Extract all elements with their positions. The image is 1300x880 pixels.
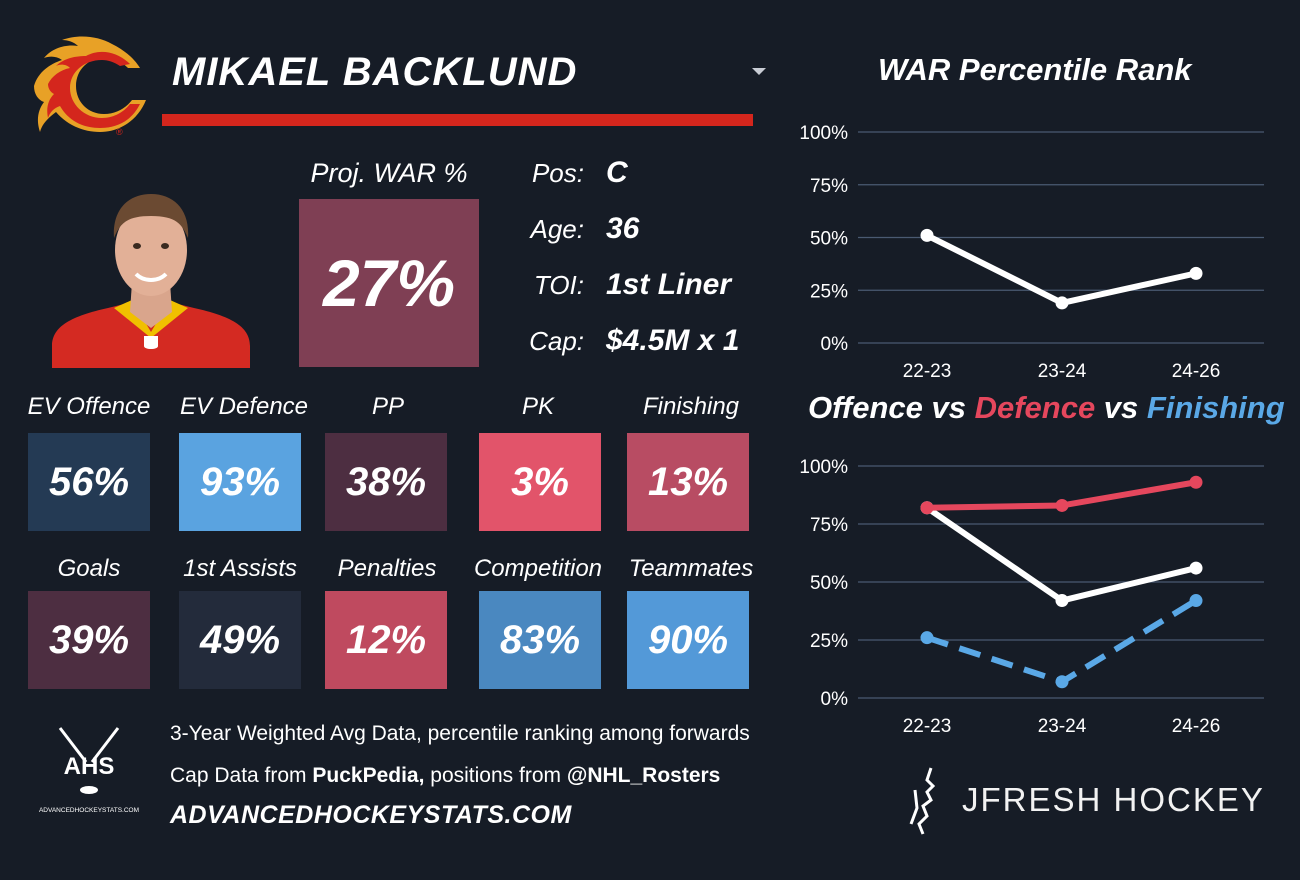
stat-value-teammates: 90% — [647, 617, 729, 662]
stat-label-penalties: Penalties — [337, 555, 437, 582]
chart-1-series-line-0 — [925, 232, 1197, 306]
proj-war-value: 27% — [322, 246, 456, 320]
chart-1-y-tick-label: 100% — [799, 123, 848, 144]
stat-label-competition: Competition — [473, 555, 603, 582]
stat-value-competition: 83% — [499, 617, 581, 662]
puckpedia-link[interactable]: PuckPedia, — [312, 764, 425, 787]
player-name: MIKAEL BACKLUND — [172, 50, 578, 94]
stat-box-pp: 38% — [325, 433, 447, 531]
chart-2-title-defence: Defence — [974, 390, 1096, 425]
chart-1-x-tick-label: 23-24 — [1038, 361, 1087, 382]
jfresh-hockey-text: JFRESH HOCKEY — [962, 781, 1265, 818]
stat-label-goals: Goals — [57, 555, 121, 582]
footer-line-2-mid: positions from — [424, 764, 567, 787]
chart-1-y-tick-label: 50% — [810, 229, 848, 250]
nhl-rosters-link[interactable]: @NHL_Rosters — [566, 764, 721, 787]
chart-1-title: WAR Percentile Rank — [878, 52, 1192, 87]
chart-1-y-tick-label: 75% — [810, 176, 848, 197]
stat-value-pk: 3% — [511, 459, 569, 504]
stat-value-ev-offence: 56% — [48, 459, 130, 504]
toi-label: TOI: — [533, 270, 584, 300]
footer-line-2-prefix: Cap Data from — [170, 764, 313, 787]
toi-value: 1st Liner — [606, 268, 732, 301]
calgary-flames-logo: ® — [34, 36, 146, 137]
stat-box-pk: 3% — [479, 433, 601, 531]
stat-box-ev-defence: 93% — [179, 433, 301, 531]
chart-2-title-finishing: Finishing — [1146, 390, 1285, 425]
proj-war-box: 27% — [299, 199, 479, 367]
pos-value: C — [606, 156, 628, 189]
advancedhockeystats-link[interactable]: ADVANCEDHOCKEYSTATS.COM — [170, 801, 572, 829]
ahs-logo-text: AHS — [64, 753, 115, 780]
stat-box-teammates: 90% — [627, 591, 749, 689]
chart-2-title-offence: Offence — [808, 390, 923, 425]
chart-2-title-vs-1: vs — [922, 390, 975, 425]
ahs-logo-small-text: ADVANCEDHOCKEYSTATS.COM — [39, 807, 139, 814]
stat-box-goals: 39% — [28, 591, 150, 689]
ahs-logo: AHS ADVANCEDHOCKEYSTATS.COM — [39, 727, 139, 814]
chart-1-data-point — [1189, 266, 1203, 280]
chart-2-title: Offence vs Defence vs Finishing — [808, 390, 1285, 426]
stat-label-ev-defence: EV Defence — [179, 393, 309, 420]
chart-1-y-tick-label: 0% — [821, 334, 849, 355]
footer-line-1: 3-Year Weighted Avg Data, percentile ran… — [170, 722, 750, 745]
age-label: Age: — [530, 214, 585, 244]
stat-value-finishing: 13% — [647, 459, 729, 504]
age-value: 36 — [606, 212, 640, 245]
svg-text:®: ® — [116, 127, 123, 137]
stat-label-pk: PK — [521, 393, 554, 420]
stat-value-pp: 38% — [345, 459, 427, 504]
stat-box-first-assists: 49% — [179, 591, 301, 689]
chevron-down-icon[interactable] — [748, 62, 770, 82]
stat-box-competition: 83% — [479, 591, 601, 689]
chart-1-data-point — [920, 228, 934, 242]
stat-label-finishing: Finishing — [642, 393, 740, 420]
jfresh-logo — [909, 767, 936, 835]
chart-2-title-vs-2: vs — [1095, 390, 1147, 425]
chart-1-x-tick-label: 24-26 — [1172, 361, 1221, 382]
chart-1-y-tick-label: 25% — [810, 281, 848, 302]
stat-box-ev-offence: 56% — [28, 433, 150, 531]
cap-label: Cap: — [529, 326, 584, 356]
stat-value-ev-defence: 93% — [199, 459, 281, 504]
stat-label-pp: PP — [371, 393, 404, 420]
footer-line-2: Cap Data from PuckPedia, positions from … — [170, 762, 720, 790]
stat-box-penalties: 12% — [325, 591, 447, 689]
pos-label: Pos: — [531, 158, 584, 188]
chart-1-data-point — [1055, 296, 1069, 310]
name-underline-bar — [162, 114, 753, 126]
stat-value-first-assists: 49% — [199, 617, 281, 662]
stat-value-goals: 39% — [48, 617, 130, 662]
stat-box-finishing: 13% — [627, 433, 749, 531]
player-headshot — [52, 194, 250, 368]
stat-value-penalties: 12% — [345, 617, 427, 662]
chart-1-x-tick-label: 22-23 — [903, 361, 952, 382]
stat-label-teammates: Teammates — [628, 555, 754, 582]
cap-value: $4.5M x 1 — [606, 324, 740, 357]
proj-war-label: Proj. WAR % — [310, 158, 468, 188]
stat-label-first-assists: 1st Assists — [183, 555, 297, 582]
stat-label-ev-offence: EV Offence — [27, 393, 151, 420]
